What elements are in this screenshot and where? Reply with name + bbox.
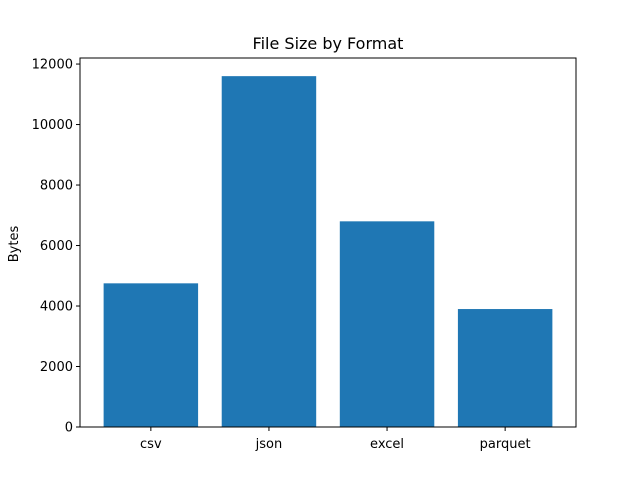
y-tick-label: 8000 bbox=[40, 179, 73, 194]
bar-excel bbox=[339, 221, 435, 427]
y-tick-label: 6000 bbox=[40, 239, 73, 254]
y-axis-label: Bytes bbox=[7, 226, 22, 263]
x-ticks-group: csv json excel parquet bbox=[140, 427, 531, 452]
y-tick-label: 10000 bbox=[32, 118, 73, 133]
y-tick-label: 2000 bbox=[40, 360, 73, 375]
bar-csv bbox=[103, 283, 199, 427]
x-tick-label: json bbox=[255, 437, 283, 452]
y-ticks-group: 0 2000 4000 6000 8000 10000 12000 bbox=[32, 58, 80, 436]
x-tick-label: excel bbox=[370, 437, 404, 452]
bar-parquet bbox=[457, 309, 553, 427]
chart-title: File Size by Format bbox=[253, 34, 404, 53]
x-tick-label: parquet bbox=[480, 437, 531, 452]
y-tick-label: 4000 bbox=[40, 300, 73, 315]
y-tick-label: 12000 bbox=[32, 58, 73, 73]
x-tick-label: csv bbox=[140, 437, 162, 452]
y-tick-label: 0 bbox=[65, 421, 73, 436]
bars-group bbox=[103, 76, 553, 428]
bar-json bbox=[221, 76, 317, 428]
plot-frame bbox=[79, 57, 577, 428]
